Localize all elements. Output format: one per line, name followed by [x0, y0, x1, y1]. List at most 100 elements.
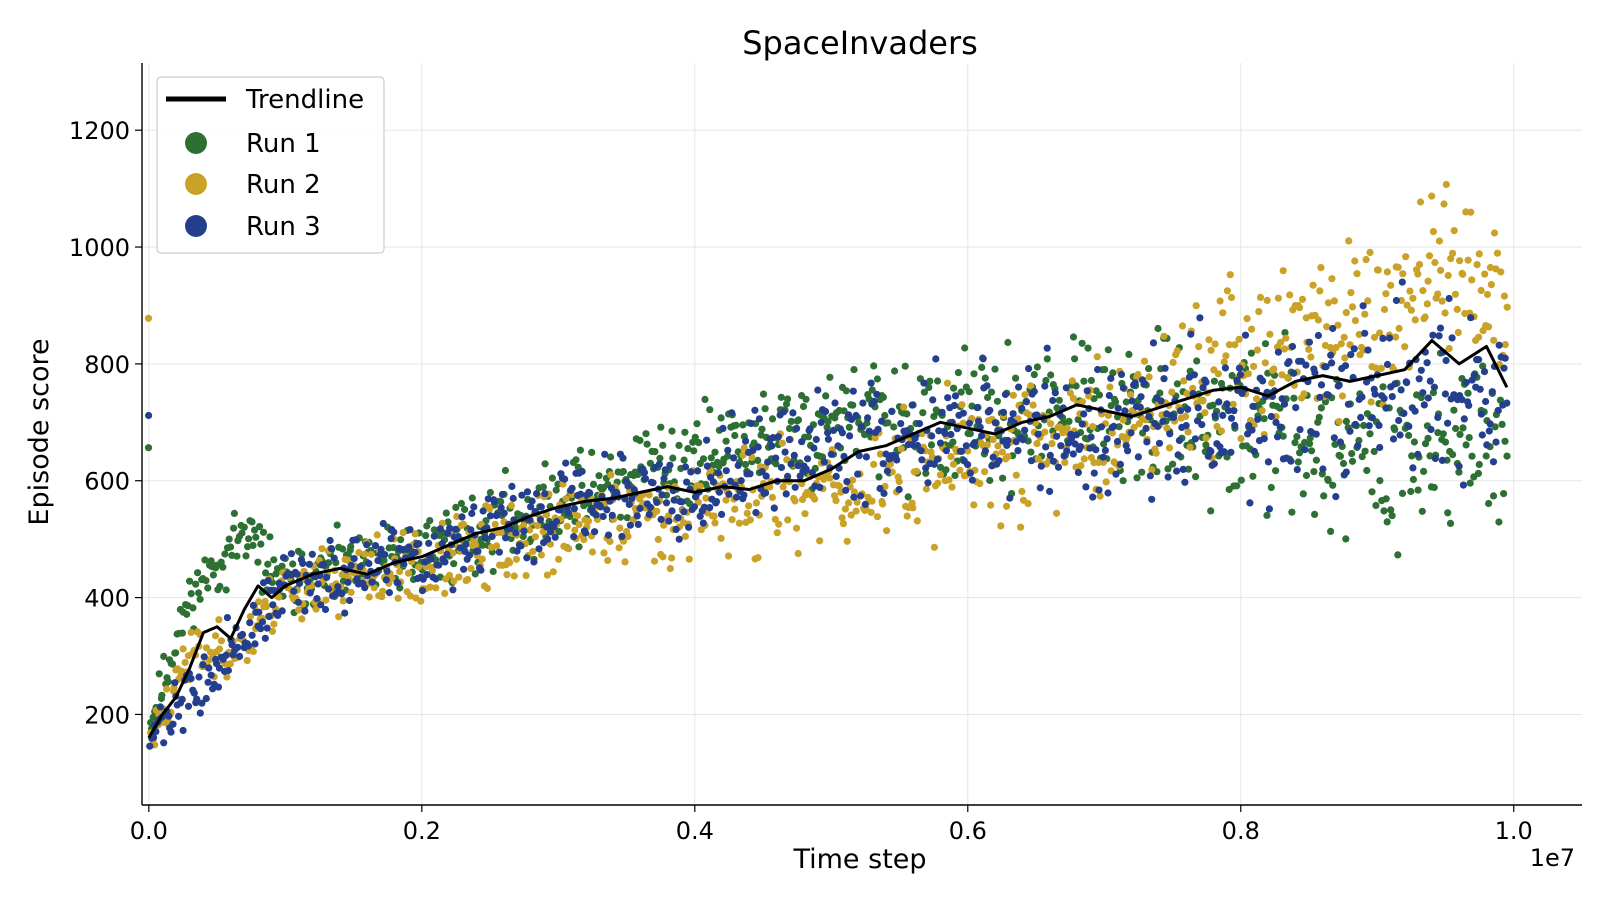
data-point [1237, 476, 1245, 484]
data-point [1223, 400, 1231, 408]
data-point [1487, 281, 1495, 289]
data-point [879, 460, 887, 468]
data-point [645, 491, 653, 499]
data-point [549, 568, 557, 576]
data-point [1395, 324, 1403, 332]
data-point [382, 576, 390, 584]
data-point [493, 511, 501, 519]
data-point [1184, 428, 1192, 436]
data-point [768, 442, 776, 450]
data-point [1307, 353, 1315, 361]
data-point [1072, 382, 1080, 390]
data-point [490, 498, 498, 506]
data-point [829, 426, 838, 434]
data-point [249, 541, 257, 550]
data-point [578, 467, 586, 475]
data-point [1072, 431, 1081, 439]
y-tick-label: 600 [84, 468, 130, 496]
data-point [973, 404, 981, 412]
data-point [1449, 451, 1457, 459]
data-point [1332, 343, 1340, 352]
data-point [396, 567, 404, 576]
data-point [696, 512, 704, 520]
data-point [857, 492, 865, 500]
data-point [1429, 389, 1437, 397]
data-point [1385, 334, 1394, 342]
data-point [501, 466, 509, 475]
data-point [1414, 450, 1422, 458]
data-point [871, 434, 879, 442]
data-point [824, 418, 832, 426]
data-point [1354, 442, 1362, 450]
data-point [1059, 429, 1067, 437]
data-point [986, 476, 994, 485]
data-point [588, 548, 597, 556]
data-point [1253, 395, 1261, 403]
data-point [1397, 386, 1405, 394]
data-point [531, 533, 540, 541]
data-point [929, 396, 937, 404]
data-point [1250, 362, 1258, 370]
data-point [1497, 268, 1505, 276]
data-point [1272, 418, 1280, 426]
data-point [155, 670, 163, 678]
data-point [1207, 346, 1215, 354]
data-point [924, 479, 932, 487]
data-point [1431, 258, 1439, 267]
data-point [1054, 463, 1063, 471]
data-point [768, 493, 777, 501]
data-point [1112, 470, 1120, 478]
data-point [472, 541, 480, 549]
data-point [1348, 450, 1356, 458]
data-point [270, 586, 278, 595]
data-point [711, 519, 719, 527]
data-point [842, 486, 850, 494]
data-point [1328, 359, 1336, 367]
data-point [603, 506, 611, 514]
data-point [1024, 500, 1032, 508]
data-point [1382, 404, 1390, 412]
data-point [1323, 323, 1331, 331]
data-point [794, 416, 803, 424]
data-point [1042, 443, 1050, 451]
data-point [381, 551, 389, 559]
data-point [1004, 338, 1012, 347]
data-point [640, 468, 649, 477]
data-point [947, 430, 955, 439]
data-point [1260, 415, 1268, 423]
data-point [246, 619, 254, 627]
data-point [295, 606, 303, 614]
data-point [1099, 453, 1107, 461]
data-point [1259, 377, 1267, 385]
data-point [883, 467, 892, 475]
data-point [732, 493, 741, 501]
data-point [1227, 414, 1236, 422]
data-point [460, 565, 468, 573]
data-point [1263, 296, 1271, 304]
data-point [248, 631, 256, 639]
data-point [1380, 507, 1388, 515]
data-point [761, 405, 769, 413]
data-point [489, 567, 497, 576]
data-point [1434, 413, 1442, 421]
data-point [565, 545, 573, 553]
data-point [731, 505, 739, 513]
data-point [1124, 447, 1132, 455]
data-point [520, 527, 528, 535]
data-point [1241, 331, 1250, 339]
data-point [1400, 409, 1408, 417]
data-point [498, 490, 506, 499]
data-point [842, 387, 850, 395]
data-point [785, 436, 794, 444]
data-point [537, 503, 545, 511]
data-point [781, 448, 789, 456]
data-point [184, 702, 193, 710]
data-point [552, 486, 560, 494]
data-point [1279, 432, 1287, 440]
data-point [511, 523, 520, 532]
data-point [313, 595, 321, 603]
data-point [659, 553, 667, 561]
data-point [897, 445, 905, 453]
data-point [164, 678, 172, 686]
data-point [1175, 436, 1183, 445]
